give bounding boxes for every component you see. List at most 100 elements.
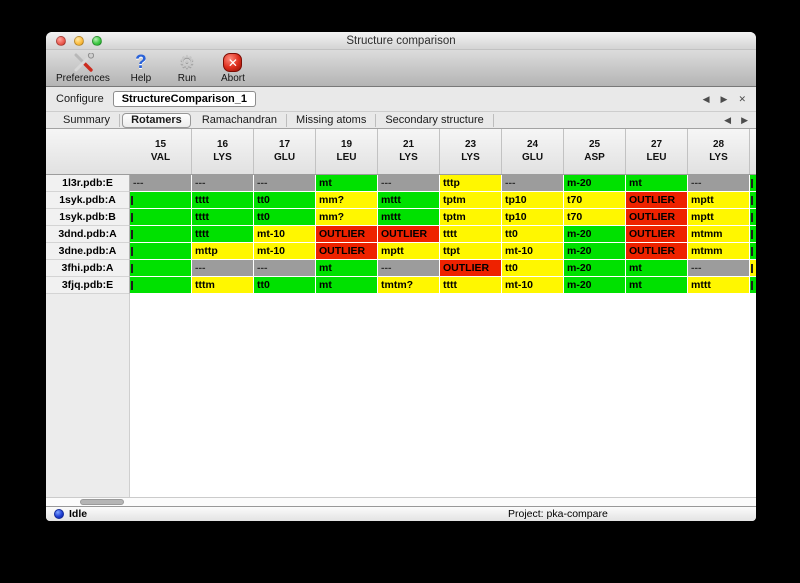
edge-cell[interactable]: [750, 175, 756, 192]
rotamer-cell[interactable]: mt-10: [502, 243, 564, 260]
rotamer-cell[interactable]: [130, 277, 192, 294]
rotamer-cell[interactable]: ---: [688, 260, 750, 277]
tab-secondary-structure[interactable]: Secondary structure: [376, 113, 494, 127]
table-row: 1syk.pdb:B tttt tt0 mm? mttt tptm tp10 t70 OUTLI…: [46, 209, 756, 226]
rotamer-cell[interactable]: m-20: [564, 260, 626, 277]
next-arrow-icon[interactable]: ▶: [720, 93, 728, 104]
rotamer-cell[interactable]: tt0: [502, 226, 564, 243]
close-icon[interactable]: ✕: [738, 93, 746, 104]
rotamer-cell[interactable]: t70: [564, 209, 626, 226]
rotamer-cell[interactable]: tt0: [254, 192, 316, 209]
tab-rotamers[interactable]: Rotamers: [122, 112, 191, 128]
close-window-button[interactable]: [56, 36, 66, 46]
rotamer-cell[interactable]: tt0: [254, 277, 316, 294]
configuration-name-field[interactable]: StructureComparison_1: [112, 91, 257, 107]
title-bar[interactable]: Structure comparison: [46, 32, 756, 50]
horizontal-scrollbar[interactable]: [46, 497, 756, 506]
rotamer-cell[interactable]: ---: [688, 175, 750, 192]
edge-cell[interactable]: [750, 277, 756, 294]
edge-cell[interactable]: [750, 243, 756, 260]
edge-cell[interactable]: [750, 209, 756, 226]
rotamer-cell[interactable]: ---: [192, 175, 254, 192]
edge-cell[interactable]: [750, 226, 756, 243]
rotamer-cell[interactable]: tttt: [192, 226, 254, 243]
rotamer-cell[interactable]: tttm: [192, 277, 254, 294]
rotamer-cell[interactable]: OUTLIER: [626, 209, 688, 226]
rotamer-cell[interactable]: ---: [254, 175, 316, 192]
rotamer-cell[interactable]: mt: [316, 260, 378, 277]
rotamer-cell[interactable]: ---: [254, 260, 316, 277]
rotamer-cell[interactable]: mt: [626, 277, 688, 294]
abort-button[interactable]: ✕ Abort: [218, 52, 248, 84]
rotamer-cell[interactable]: tttt: [192, 192, 254, 209]
prev-arrow-icon[interactable]: ◀: [702, 93, 710, 104]
edge-cell[interactable]: [750, 192, 756, 209]
preferences-button[interactable]: Preferences: [56, 52, 110, 84]
rotamer-cell[interactable]: mm?: [316, 209, 378, 226]
rotamer-cell[interactable]: mtmm: [688, 226, 750, 243]
rotamer-cell[interactable]: tttt: [192, 209, 254, 226]
rotamer-cell[interactable]: tt0: [502, 260, 564, 277]
edge-cell[interactable]: [750, 260, 756, 277]
minimize-window-button[interactable]: [74, 36, 84, 46]
rotamer-cell[interactable]: OUTLIER: [626, 226, 688, 243]
rotamer-cell[interactable]: mt-10: [254, 243, 316, 260]
rotamer-cell[interactable]: mt-10: [254, 226, 316, 243]
rotamer-cell[interactable]: tptm: [440, 209, 502, 226]
rotamer-cell[interactable]: t70: [564, 192, 626, 209]
rotamer-cell[interactable]: tttt: [440, 226, 502, 243]
rotamer-cell[interactable]: mm?: [316, 192, 378, 209]
rotamer-cell[interactable]: mttt: [688, 277, 750, 294]
rotamer-cell[interactable]: mtmm: [688, 243, 750, 260]
rotamer-cell[interactable]: mt-10: [502, 277, 564, 294]
rotamer-cell[interactable]: ttpt: [440, 243, 502, 260]
rotamer-cell[interactable]: m-20: [564, 175, 626, 192]
rotamer-cell[interactable]: OUTLIER: [316, 226, 378, 243]
rotamer-cell[interactable]: tptm: [440, 192, 502, 209]
rotamer-cell[interactable]: [130, 192, 192, 209]
rotamer-cell[interactable]: tttt: [440, 277, 502, 294]
rotamer-cell[interactable]: tp10: [502, 209, 564, 226]
rotamer-cell[interactable]: ---: [192, 260, 254, 277]
rotamer-cell[interactable]: tmtm?: [378, 277, 440, 294]
rotamer-cell[interactable]: [130, 243, 192, 260]
tab-missing-atoms[interactable]: Missing atoms: [287, 113, 377, 127]
rotamer-cell[interactable]: mptt: [688, 209, 750, 226]
rotamer-cell[interactable]: tp10: [502, 192, 564, 209]
zoom-window-button[interactable]: [92, 36, 102, 46]
rotamer-cell[interactable]: [130, 226, 192, 243]
rotamer-cell[interactable]: mt: [316, 175, 378, 192]
rotamer-cell[interactable]: tttp: [440, 175, 502, 192]
row-label: 3dne.pdb:A: [46, 243, 130, 260]
rotamer-cell[interactable]: ---: [130, 175, 192, 192]
rotamer-cell[interactable]: OUTLIER: [626, 192, 688, 209]
rotamer-cell[interactable]: ---: [502, 175, 564, 192]
rotamer-cell[interactable]: OUTLIER: [378, 226, 440, 243]
rotamer-cell[interactable]: OUTLIER: [440, 260, 502, 277]
tab-summary[interactable]: Summary: [54, 113, 121, 127]
rotamer-cell[interactable]: mptt: [378, 243, 440, 260]
horizontal-scrollbar-thumb[interactable]: [80, 499, 124, 505]
run-button[interactable]: ⚙ Run: [172, 52, 202, 84]
rotamer-cell[interactable]: mt: [316, 277, 378, 294]
rotamer-cell[interactable]: mttt: [378, 209, 440, 226]
rotamer-cell[interactable]: mptt: [688, 192, 750, 209]
rotamer-cell[interactable]: ---: [378, 260, 440, 277]
rotamer-cell[interactable]: mttt: [378, 192, 440, 209]
rotamer-cell[interactable]: mt: [626, 175, 688, 192]
rotamer-cell[interactable]: [130, 209, 192, 226]
rotamer-cell[interactable]: [130, 260, 192, 277]
rotamer-cell[interactable]: OUTLIER: [626, 243, 688, 260]
help-button[interactable]: ? Help: [126, 52, 156, 85]
next-arrow-icon[interactable]: ▶: [741, 114, 748, 125]
rotamer-cell[interactable]: m-20: [564, 243, 626, 260]
rotamer-cell[interactable]: tt0: [254, 209, 316, 226]
rotamer-cell[interactable]: OUTLIER: [316, 243, 378, 260]
rotamer-cell[interactable]: m-20: [564, 226, 626, 243]
rotamer-cell[interactable]: ---: [378, 175, 440, 192]
rotamer-cell[interactable]: mttp: [192, 243, 254, 260]
prev-arrow-icon[interactable]: ◀: [724, 114, 732, 125]
rotamer-cell[interactable]: m-20: [564, 277, 626, 294]
rotamer-cell[interactable]: mt: [626, 260, 688, 277]
tab-ramachandran[interactable]: Ramachandran: [193, 113, 288, 127]
